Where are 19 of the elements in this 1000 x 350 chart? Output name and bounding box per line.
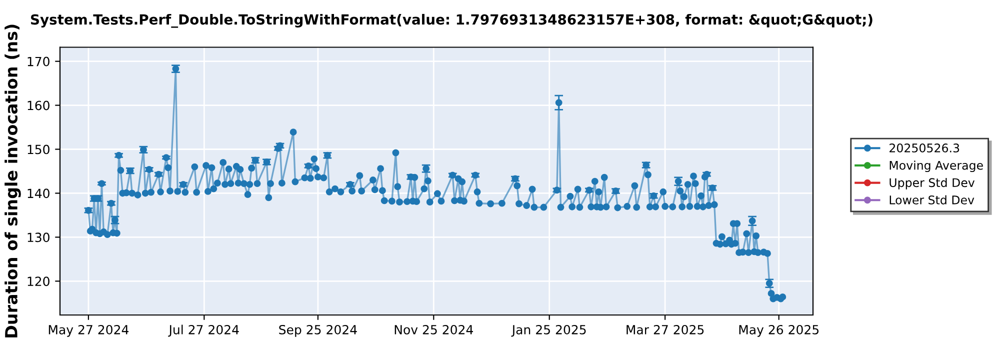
y-tick-label: 120 — [28, 276, 50, 286]
legend-label: Moving Average — [890, 160, 983, 172]
x-tick-label: Sep 25 2024 — [279, 324, 357, 337]
y-tick-label: 140 — [28, 188, 50, 198]
x-tick-label: May 26 2025 — [739, 324, 819, 337]
legend-label: Upper Std Dev — [890, 178, 975, 190]
y-tick-label: 150 — [28, 144, 50, 154]
x-tick-label: Nov 25 2024 — [394, 324, 473, 334]
legend-label: Lower Std Dev — [890, 195, 974, 204]
x-tick-label: Jul 27 2024 — [168, 324, 239, 337]
x-tick-label: Jan 25 2025 — [511, 324, 586, 337]
y-axis-title: Duration of single invocation (ns) — [4, 24, 21, 338]
x-tick-label: Mar 27 2025 — [626, 324, 704, 334]
chart-title: System.Tests.Perf_Double.ToStringWithFormat(value: 1.7976931348623157E+308, format: &quot;G&quot;) — [30, 14, 872, 28]
legend-label: 20250526.3 — [890, 144, 960, 152]
y-tick-label: 170 — [28, 56, 50, 66]
x-tick-label: May 27 2024 — [48, 324, 128, 337]
y-tick-label: 160 — [28, 100, 50, 110]
y-tick-label: 130 — [28, 232, 50, 242]
